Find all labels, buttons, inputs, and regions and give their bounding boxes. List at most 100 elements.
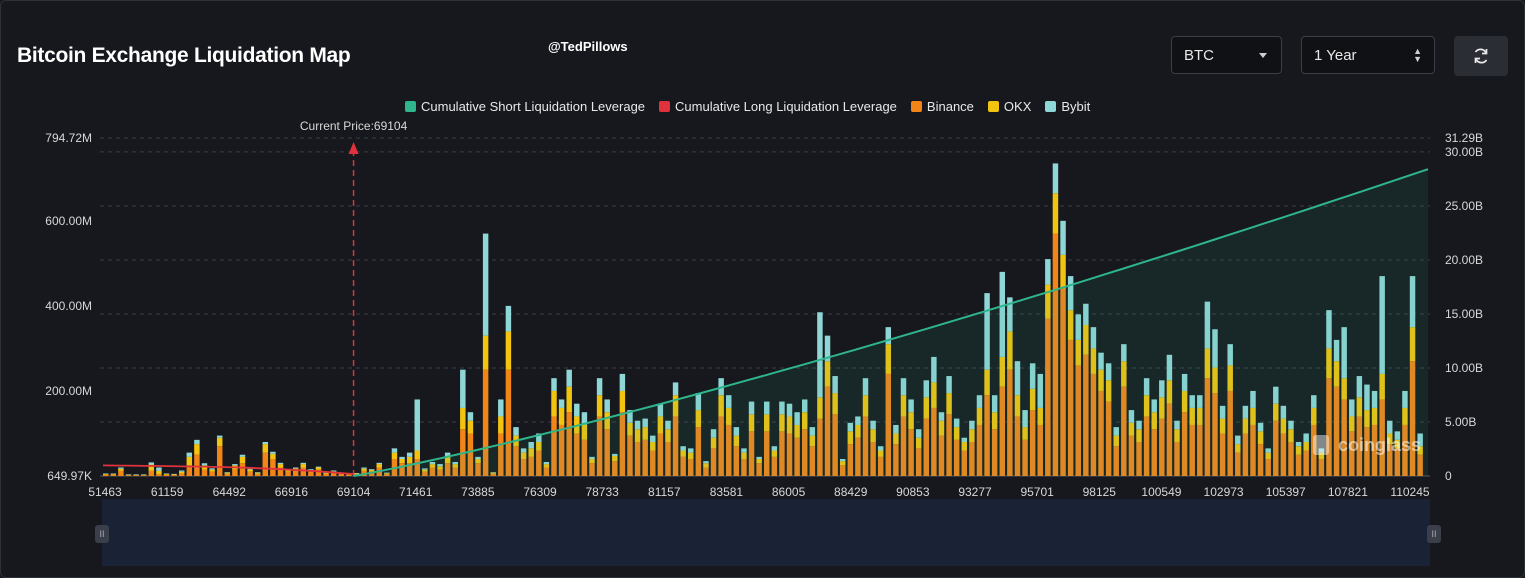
bar-bybit <box>452 461 458 465</box>
bar-okx <box>748 414 755 432</box>
bar-binance <box>422 471 428 476</box>
bar-binance <box>908 429 914 476</box>
x-tick-label: 73885 <box>461 485 495 499</box>
bar-binance <box>270 458 276 476</box>
bar-binance <box>330 472 337 476</box>
zoom-slider[interactable] <box>102 499 1430 566</box>
legend-label: Cumulative Long Liquidation Leverage <box>675 99 897 114</box>
bar-bybit <box>376 462 382 465</box>
current-price-arrow <box>348 142 359 154</box>
bar-binance <box>1029 410 1036 476</box>
bar-okx <box>1029 388 1036 411</box>
bar-bybit <box>817 312 823 398</box>
bar-okx <box>1121 361 1127 387</box>
bar-okx <box>186 456 193 466</box>
bar-bybit <box>1212 329 1218 368</box>
bar-binance <box>338 473 344 476</box>
refresh-button[interactable] <box>1454 36 1508 76</box>
bar-binance <box>938 435 945 476</box>
bar-bybit <box>1037 373 1043 408</box>
bar-binance <box>870 441 876 476</box>
bar-okx <box>741 452 747 459</box>
bar-bybit <box>1409 276 1416 328</box>
bar-binance <box>262 452 269 476</box>
bar-bybit <box>201 463 208 466</box>
y-right-tick-label: 25.00B <box>1445 199 1483 213</box>
x-tick-label: 98125 <box>1083 485 1117 499</box>
bar-binance <box>1295 454 1302 476</box>
bar-binance <box>915 448 922 476</box>
bar-binance <box>247 471 253 476</box>
bar-binance <box>505 369 512 476</box>
legend-item-short[interactable]: Cumulative Short Liquidation Leverage <box>405 99 645 114</box>
bar-okx <box>726 407 732 425</box>
bar-binance <box>239 463 246 476</box>
bar-binance <box>885 373 892 476</box>
slider-handle-left[interactable]: II <box>95 525 109 543</box>
bar-bybit <box>1349 399 1355 417</box>
bar-bybit <box>1136 420 1142 430</box>
bar-binance <box>650 450 656 476</box>
bar-okx <box>991 412 998 430</box>
bar-bybit <box>1197 395 1203 408</box>
short-liquidation-line <box>353 168 1429 477</box>
bar-okx <box>156 470 162 475</box>
legend-item-long[interactable]: Cumulative Long Liquidation Leverage <box>659 99 897 114</box>
bar-okx <box>1265 452 1271 459</box>
bar-bybit <box>756 456 762 459</box>
bar-binance <box>748 431 755 476</box>
x-tick-label: 93277 <box>958 485 992 499</box>
bar-okx <box>581 424 588 440</box>
bar-bybit <box>1166 354 1173 381</box>
bar-binance <box>1113 446 1119 476</box>
bar-okx <box>908 412 914 430</box>
bar-okx <box>543 464 550 468</box>
coin-select[interactable]: BTC <box>1171 36 1282 74</box>
bar-binance <box>574 433 580 476</box>
bar-okx <box>1204 348 1211 379</box>
bar-bybit <box>1052 163 1059 194</box>
bar-okx <box>422 469 428 472</box>
bar-binance <box>520 458 527 476</box>
bar-okx <box>551 390 557 417</box>
bar-okx <box>1326 348 1332 379</box>
bar-bybit <box>748 401 755 415</box>
bar-okx <box>999 356 1005 387</box>
legend-item-bybit[interactable]: Bybit <box>1045 99 1090 114</box>
bar-okx <box>817 397 823 419</box>
time-range-select[interactable]: 1 Year ▲ ▼ <box>1301 36 1435 74</box>
bar-bybit <box>178 470 185 472</box>
page-title: Bitcoin Exchange Liquidation Map <box>17 44 351 67</box>
bar-binance <box>368 471 375 476</box>
bar-binance <box>1052 233 1059 476</box>
bar-bybit <box>1113 427 1119 436</box>
bar-okx <box>961 441 968 451</box>
bar-okx <box>1128 422 1135 436</box>
bar-okx <box>1409 327 1416 362</box>
y-right-tick-label: 20.00B <box>1445 253 1483 267</box>
legend-item-okx[interactable]: OKX <box>987 99 1031 114</box>
bar-bybit <box>1029 363 1036 389</box>
bar-okx <box>1303 441 1309 451</box>
bar-binance <box>847 444 854 476</box>
bar-bybit <box>1128 410 1135 423</box>
current-price-label: Current Price:69104 <box>300 119 408 133</box>
legend-item-binance[interactable]: Binance <box>910 99 974 114</box>
bar-bybit <box>536 433 542 442</box>
bar-bybit <box>163 473 170 474</box>
bar-binance <box>1060 288 1066 476</box>
x-tick-label: 90853 <box>896 485 930 499</box>
bar-okx <box>1280 418 1287 434</box>
bar-okx <box>1075 339 1081 366</box>
bar-binance <box>323 473 329 476</box>
bar-binance <box>1098 390 1104 476</box>
time-range-select-value: 1 Year <box>1314 46 1357 64</box>
bar-bybit <box>984 293 990 370</box>
bar-bybit <box>1174 420 1180 430</box>
bar-okx <box>1349 416 1355 432</box>
bar-bybit <box>118 467 124 469</box>
slider-handle-right[interactable]: II <box>1427 525 1441 543</box>
x-tick-label: 83581 <box>710 485 744 499</box>
bar-binance <box>1197 424 1203 476</box>
